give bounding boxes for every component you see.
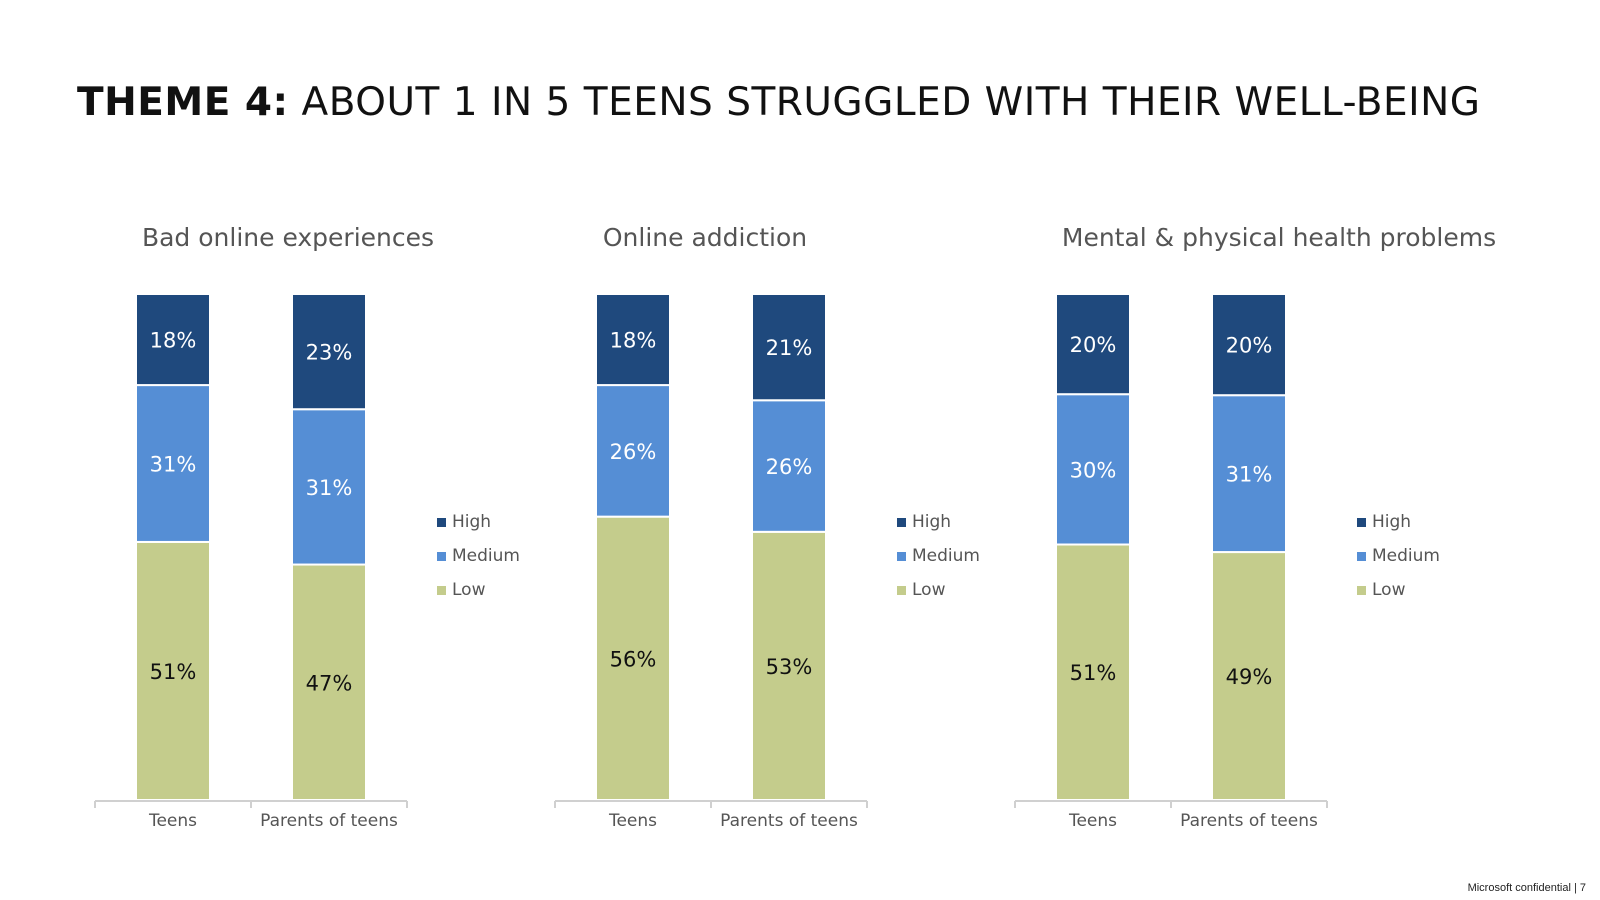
chart-3-label-teens-high: 20% xyxy=(1070,333,1117,357)
chart-1-legend-swatch-low xyxy=(437,586,446,595)
chart-1-legend-high: High xyxy=(452,512,491,532)
chart-3-legend-high: High xyxy=(1372,512,1411,532)
chart-1-label-teens-high: 18% xyxy=(150,329,197,353)
chart-2-legend-high: High xyxy=(912,512,951,532)
footer-confidential: Microsoft confidential | 7 xyxy=(1467,882,1586,894)
chart-1-label-parents-of-teens-low: 47% xyxy=(306,671,353,695)
chart-2-tick-parents-of-teens: Parents of teens xyxy=(720,811,858,831)
chart-3-bar-teens-medium xyxy=(1055,393,1131,546)
chart-3-tick-teens: Teens xyxy=(1068,811,1117,831)
chart-1-legend-swatch-medium xyxy=(437,552,446,561)
chart-3-legend-swatch-medium xyxy=(1357,552,1366,561)
chart-2-label-teens-high: 18% xyxy=(610,329,657,353)
chart-1-legend-swatch-high xyxy=(437,518,446,527)
slide-title-rest: ABOUT 1 IN 5 TEENS STRUGGLED WITH THEIR … xyxy=(288,80,1481,125)
chart-3-bar-teens-high xyxy=(1055,293,1131,396)
slide-title: THEME 4: ABOUT 1 IN 5 TEENS STRUGGLED WI… xyxy=(77,80,1481,125)
chart-1-bar-teens-high xyxy=(135,293,211,387)
chart-2-bar-teens-medium xyxy=(595,384,671,518)
chart-3-legend-swatch-low xyxy=(1357,586,1366,595)
chart-3-bar-parents-of-teens-medium xyxy=(1211,394,1287,554)
chart-2-legend-low: Low xyxy=(912,580,946,600)
chart-2-label-teens-medium: 26% xyxy=(610,440,657,464)
chart-2-legend-swatch-medium xyxy=(897,552,906,561)
chart-2-bar-teens-high xyxy=(595,293,671,387)
chart-2-tick-teens: Teens xyxy=(608,811,657,831)
chart-1-label-parents-of-teens-high: 23% xyxy=(306,341,353,365)
chart-2-legend-swatch-high xyxy=(897,518,906,527)
chart-3-label-parents-of-teens-medium: 31% xyxy=(1226,463,1273,487)
chart-1-bar-parents-of-teens-high xyxy=(291,293,367,411)
slide-title-lead: THEME 4: xyxy=(77,80,289,125)
chart-1-title: Bad online experiences xyxy=(142,223,434,252)
chart-1-bar-parents-of-teens-medium xyxy=(291,408,367,566)
chart-1-label-teens-medium: 31% xyxy=(150,453,197,477)
chart-2-label-parents-of-teens-medium: 26% xyxy=(766,455,813,479)
chart-1-tick-teens: Teens xyxy=(148,811,197,831)
chart-3-bar-parents-of-teens-low xyxy=(1211,551,1287,801)
chart-3-label-parents-of-teens-low: 49% xyxy=(1226,665,1273,689)
chart-3-title: Mental & physical health problems xyxy=(1062,223,1496,252)
chart-2-label-parents-of-teens-low: 53% xyxy=(766,655,813,679)
chart-3-label-parents-of-teens-high: 20% xyxy=(1226,334,1273,358)
chart-2-bar-parents-of-teens-low xyxy=(751,530,827,801)
chart-1-label-parents-of-teens-medium: 31% xyxy=(306,476,353,500)
chart-2-legend-medium: Medium xyxy=(912,546,980,566)
chart-2-bar-parents-of-teens-high xyxy=(751,293,827,402)
chart-1-label-teens-low: 51% xyxy=(150,660,197,684)
chart-2-title: Online addiction xyxy=(603,223,807,252)
chart-1-tick-parents-of-teens: Parents of teens xyxy=(260,811,398,831)
chart-3-tick-parents-of-teens: Parents of teens xyxy=(1180,811,1318,831)
chart-1-legend-medium: Medium xyxy=(452,546,520,566)
chart-2-label-parents-of-teens-high: 21% xyxy=(766,336,813,360)
chart-2-bar-teens-low xyxy=(595,515,671,801)
chart-2-bar-parents-of-teens-medium xyxy=(751,399,827,533)
chart-3-bar-parents-of-teens-high xyxy=(1211,293,1287,397)
chart-3-label-teens-medium: 30% xyxy=(1070,458,1117,482)
chart-3-legend-swatch-high xyxy=(1357,518,1366,527)
chart-1-bar-teens-medium xyxy=(135,384,211,543)
chart-2-legend-swatch-low xyxy=(897,586,906,595)
chart-1-legend-low: Low xyxy=(452,580,486,600)
chart-3-label-teens-low: 51% xyxy=(1070,661,1117,685)
chart-3-legend-medium: Medium xyxy=(1372,546,1440,566)
chart-2-label-teens-low: 56% xyxy=(610,647,657,671)
chart-3-legend-low: Low xyxy=(1372,580,1406,600)
